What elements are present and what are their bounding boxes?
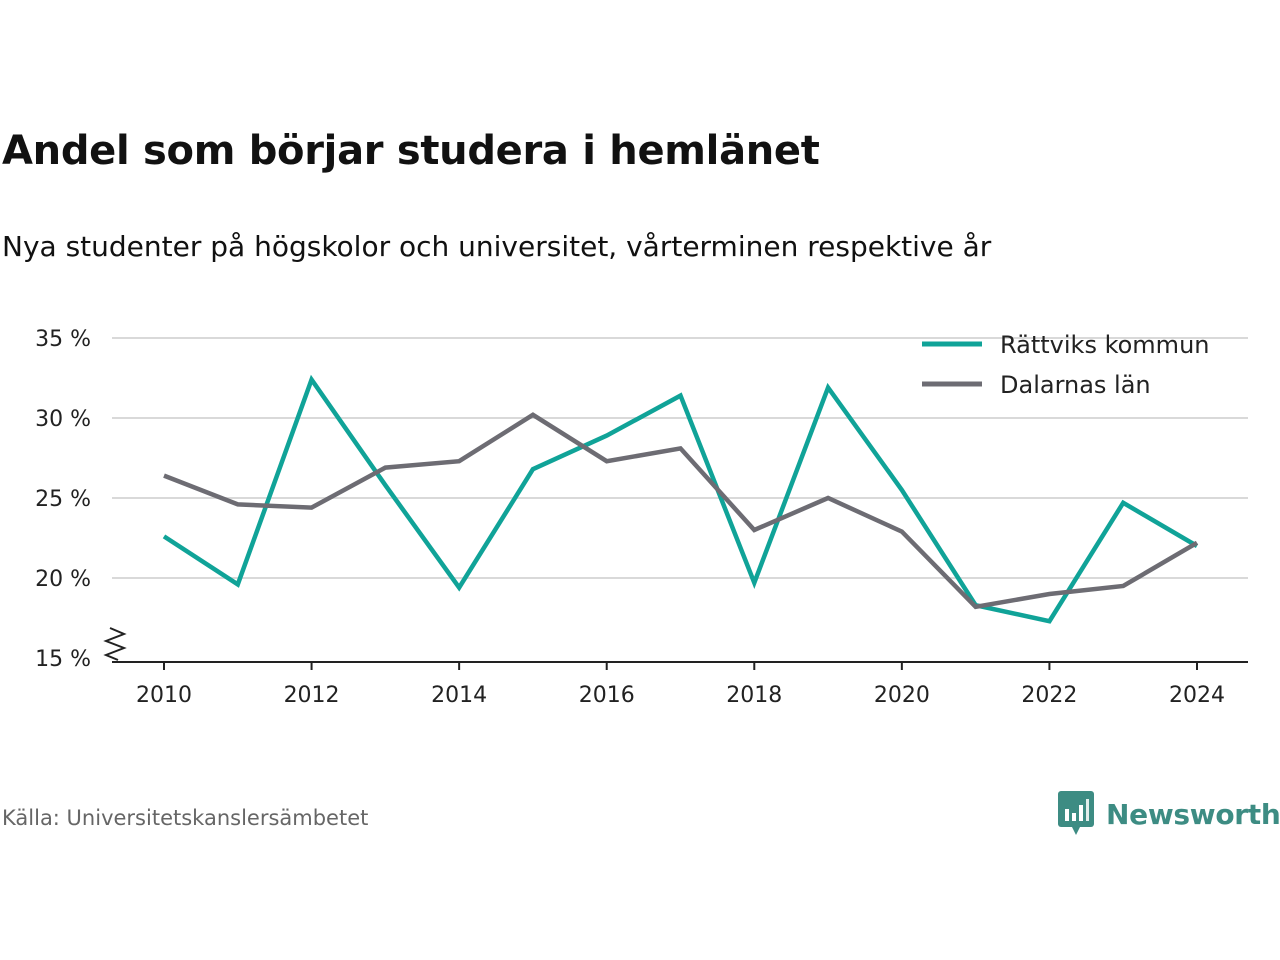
legend-label: Rättviks kommun bbox=[1000, 331, 1209, 359]
y-tick-label: 30 % bbox=[35, 407, 91, 432]
x-tick-label: 2024 bbox=[1169, 683, 1225, 708]
x-tick-label: 2014 bbox=[431, 683, 487, 708]
legend: Rättviks kommun Dalarnas län bbox=[922, 331, 1209, 399]
axes: 15 % 20 % 25 % 30 % 35 % 2010 2012 2014 2016 2018… bbox=[35, 327, 1248, 708]
x-tick-label: 2020 bbox=[874, 683, 930, 708]
series-line-dalarna bbox=[163, 412, 1199, 610]
x-tick-label: 2016 bbox=[579, 683, 635, 708]
gridlines bbox=[112, 337, 1248, 579]
x-tick-label: 2012 bbox=[284, 683, 340, 708]
y-tick-label: 35 % bbox=[35, 327, 91, 352]
newsworthy-icon bbox=[1058, 791, 1094, 835]
y-tick-label: 25 % bbox=[35, 487, 91, 512]
brand-name: Newsworthy bbox=[1106, 797, 1280, 831]
y-tick-label: 15 % bbox=[35, 647, 91, 672]
axis-break-icon bbox=[103, 627, 127, 661]
y-tick-label: 20 % bbox=[35, 567, 91, 592]
line-chart: 15 % 20 % 25 % 30 % 35 % 2010 2012 2014 2016 2018… bbox=[35, 327, 1248, 708]
series-lines bbox=[162, 374, 1199, 624]
x-tick-label: 2010 bbox=[136, 683, 192, 708]
legend-label: Dalarnas län bbox=[1000, 371, 1151, 399]
x-tick-label: 2022 bbox=[1021, 683, 1077, 708]
chart-title: Andel som börjar studera i hemlänet bbox=[2, 128, 820, 174]
source-note: Källa: Universitetskanslersämbetet bbox=[2, 806, 369, 830]
chart-subtitle: Nya studenter på högskolor och universit… bbox=[2, 230, 992, 263]
series-line-rattvik bbox=[162, 374, 1199, 624]
x-tick-label: 2018 bbox=[726, 683, 782, 708]
brand-logo: Newsworthy bbox=[1058, 790, 1280, 838]
